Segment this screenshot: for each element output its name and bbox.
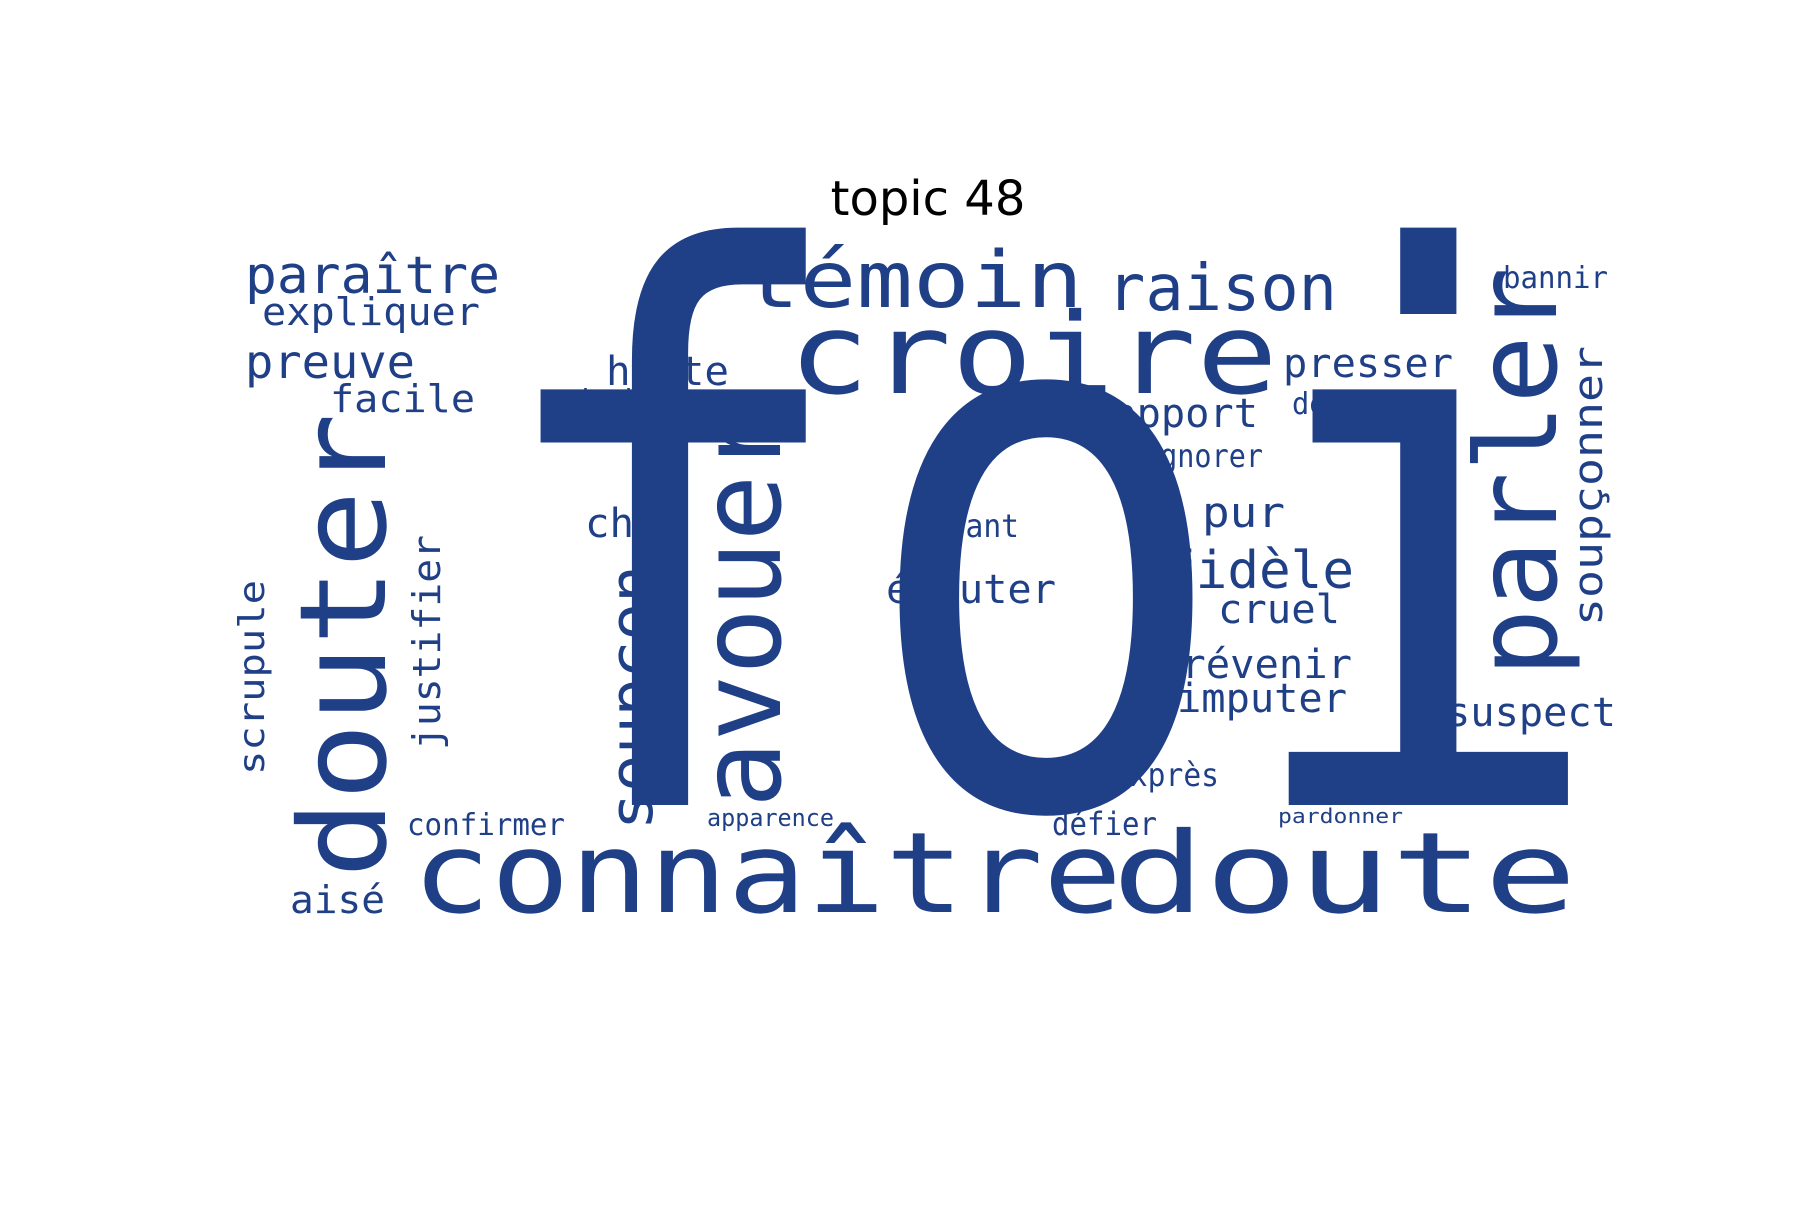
word-defier: défier [1052,805,1157,843]
word-cher: cher [585,501,683,547]
word-group: foi connaître doute croire témoin raison… [232,101,1616,985]
word-bannir: bannir [1503,261,1608,296]
word-expliquer: expliquer [262,290,480,334]
word-ecouter: écouter [886,567,1056,613]
word-parler: parler [1453,267,1583,677]
word-fidele: fidèle [1164,541,1354,601]
word-connaitre: connaître [412,809,1122,939]
word-scrupule: scrupule [232,580,273,775]
word-aise: aisé [290,878,385,922]
word-suspect: suspect [1446,690,1616,736]
word-douter: douter [275,413,414,878]
word-expres: exprès [1112,756,1219,794]
word-tort: tort [928,631,969,726]
word-garant: garant [912,507,1019,545]
word-prevenir: prévenir [1157,642,1352,688]
word-confirmer: confirmer [407,808,565,843]
figure-title: topic 48 [831,171,1026,227]
word-justifier: justifier [405,535,449,750]
word-rapport: rapport [1088,391,1258,437]
word-avouer: avouer [677,408,807,808]
word-honte: honte [606,349,729,395]
word-desabuser: désabuser [1292,387,1447,422]
word-double: double [572,384,677,419]
word-temoin: témoin [743,236,1083,326]
word-croire: croire [788,290,1278,420]
word-soupcon: soupçon [597,565,667,830]
word-presser: presser [1283,341,1453,387]
word-raison: raison [1107,252,1337,326]
word-paraitre: paraître [245,246,500,306]
word-preuve: preuve [245,335,415,389]
word-cruel: cruel [1218,587,1340,633]
word-soupconner: soupçonner [1566,346,1612,626]
word-ignorer: ignorer [1143,437,1263,475]
word-imputer: imputer [1177,676,1347,722]
word-apparence: apparence [707,804,834,832]
word-pardonner: pardonner [1278,804,1403,828]
word-pur: pur [1202,488,1285,537]
word-foi: foi [481,101,1611,985]
word-facile: facile [330,377,475,421]
word-doute: doute [1112,809,1577,939]
